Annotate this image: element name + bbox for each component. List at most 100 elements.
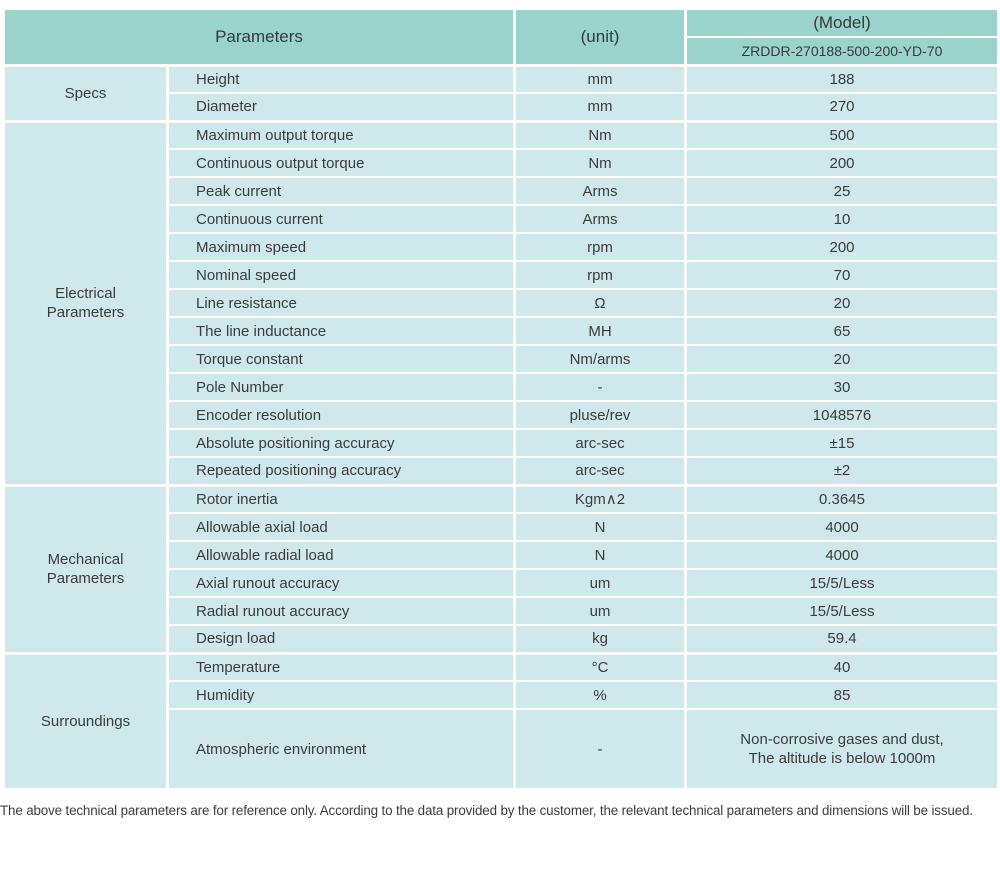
table-row: Surroundings Temperature °C 40 (2, 651, 1000, 790)
table-row: Atmospheric environment - Non-corrosive ga… (4, 708, 1000, 790)
value-cell: 270 (684, 92, 1000, 122)
table-row: Torque constant Nm/arms 20 (4, 344, 1000, 374)
unit-cell: mm (513, 63, 687, 94)
unit-cell: arc-sec (513, 428, 687, 458)
unit-cell: °C (513, 651, 687, 682)
spec-table-body: Specs Height mm 188 Diameter mm 270 Electrical … (2, 63, 1000, 790)
unit-cell: Nm (513, 119, 687, 150)
table-row: Nominal speed rpm 70 (4, 260, 1000, 290)
model-number: ZRDDR-270188-500-200-YD-70 (684, 36, 1000, 66)
unit-cell: Arms (513, 204, 687, 234)
table-row: Encoder resolution pluse/rev 1048576 (4, 400, 1000, 430)
value-cell: 500 (684, 119, 1000, 150)
table-row: Design load kg 59.4 (4, 624, 1000, 654)
footnote: The above technical parameters are for r… (0, 803, 973, 818)
unit-cell: Kgm∧2 (513, 483, 687, 514)
name-cell: Height (166, 63, 516, 94)
value-cell: 59.4 (684, 624, 1000, 654)
value-cell: 200 (684, 232, 1000, 262)
value-cell: ±2 (684, 456, 1000, 486)
table-row: Absolute positioning accuracy arc-sec ±15 (4, 428, 1000, 458)
name-cell: Maximum speed (166, 232, 516, 262)
name-cell: Repeated positioning accuracy (166, 456, 516, 486)
name-cell: Nominal speed (166, 260, 516, 290)
name-cell: Encoder resolution (166, 400, 516, 430)
name-cell: Humidity (166, 680, 516, 710)
name-cell: Design load (166, 624, 516, 654)
value-cell: 4000 (684, 512, 1000, 542)
unit-cell: - (513, 708, 687, 790)
table-row: Diameter mm 270 (4, 92, 1000, 122)
value-cell: 20 (684, 288, 1000, 318)
table-row: Allowable axial load N 4000 (4, 512, 1000, 542)
parameters-header: Parameters (2, 8, 516, 66)
name-cell: Line resistance (166, 288, 516, 318)
name-cell: Diameter (166, 92, 516, 122)
name-cell: Maximum output torque (166, 119, 516, 150)
table-row: Peak current Arms 25 (4, 176, 1000, 206)
table-row: Electrical Parameters Maximum output torq… (2, 119, 1000, 486)
value-cell: 85 (684, 680, 1000, 710)
value-cell: 65 (684, 316, 1000, 346)
name-cell: Pole Number (166, 372, 516, 402)
unit-header: (unit) (513, 8, 687, 66)
value-cell: 20 (684, 344, 1000, 374)
unit-cell: pluse/rev (513, 400, 687, 430)
table-row: Pole Number -30 (4, 372, 1000, 402)
table-row: Continuous current Arms 10 (4, 204, 1000, 234)
table-row: Maximum speed rpm 200 (4, 232, 1000, 262)
name-cell: Torque constant (166, 344, 516, 374)
name-cell: Rotor inertia (166, 483, 516, 514)
value-cell: 200 (684, 148, 1000, 178)
name-cell: Allowable axial load (166, 512, 516, 542)
table-row: Specs Height mm 188 (2, 63, 1000, 122)
unit-cell: um (513, 596, 687, 626)
unit-cell: rpm (513, 232, 687, 262)
name-cell: Temperature (166, 651, 516, 682)
name-cell: Absolute positioning accuracy (166, 428, 516, 458)
value-cell: ±15 (684, 428, 1000, 458)
category-cell: Electrical Parameters (2, 119, 169, 486)
spec-table-header: Parameters (unit) (Model) ZRDDR-270188-5… (2, 8, 1000, 66)
table-row: The line inductance MH 65 (4, 316, 1000, 346)
table-row: Repeated positioning accuracy arc-sec ±2 (4, 456, 1000, 486)
unit-cell: Nm/arms (513, 344, 687, 374)
name-cell: Allowable radial load (166, 540, 516, 570)
name-cell: Continuous output torque (166, 148, 516, 178)
unit-cell: kg (513, 624, 687, 654)
value-cell: 25 (684, 176, 1000, 206)
category-cell: Mechanical Parameters (2, 483, 169, 654)
table-row: Allowable radial load N 4000 (4, 540, 1000, 570)
unit-cell: mm (513, 92, 687, 122)
unit-cell: Arms (513, 176, 687, 206)
category-cell: Specs (2, 63, 169, 122)
value-cell: 70 (684, 260, 1000, 290)
value-cell: 1048576 (684, 400, 1000, 430)
value-cell: 188 (684, 63, 1000, 94)
table-row: Humidity% 85 (4, 680, 1000, 710)
unit-cell: Nm (513, 148, 687, 178)
unit-cell: N (513, 540, 687, 570)
table-row: Continuous output torque Nm 200 (4, 148, 1000, 178)
unit-cell: N (513, 512, 687, 542)
model-header: (Model) (684, 8, 1000, 38)
name-cell: Atmospheric environment (166, 708, 516, 790)
name-cell: Axial runout accuracy (166, 568, 516, 598)
name-cell: The line inductance (166, 316, 516, 346)
unit-cell: um (513, 568, 687, 598)
unit-cell: rpm (513, 260, 687, 290)
table-row: Mechanical Parameters Rotor inertia Kgm∧2 0… (2, 483, 1000, 654)
name-cell: Radial runout accuracy (166, 596, 516, 626)
name-cell: Peak current (166, 176, 516, 206)
value-cell: 30 (684, 372, 1000, 402)
unit-cell: MH (513, 316, 687, 346)
value-cell: Non-corrosive gases and dust, The altitu… (684, 708, 1000, 790)
table-row: Line resistance Ω 20 (4, 288, 1000, 318)
value-cell: 15/5/Less (684, 596, 1000, 626)
category-cell: Surroundings (2, 651, 169, 790)
value-cell: 0.3645 (684, 483, 1000, 514)
value-cell: 10 (684, 204, 1000, 234)
table-row: Axial runout accuracy um 15/5/Less (4, 568, 1000, 598)
value-cell: 40 (684, 651, 1000, 682)
